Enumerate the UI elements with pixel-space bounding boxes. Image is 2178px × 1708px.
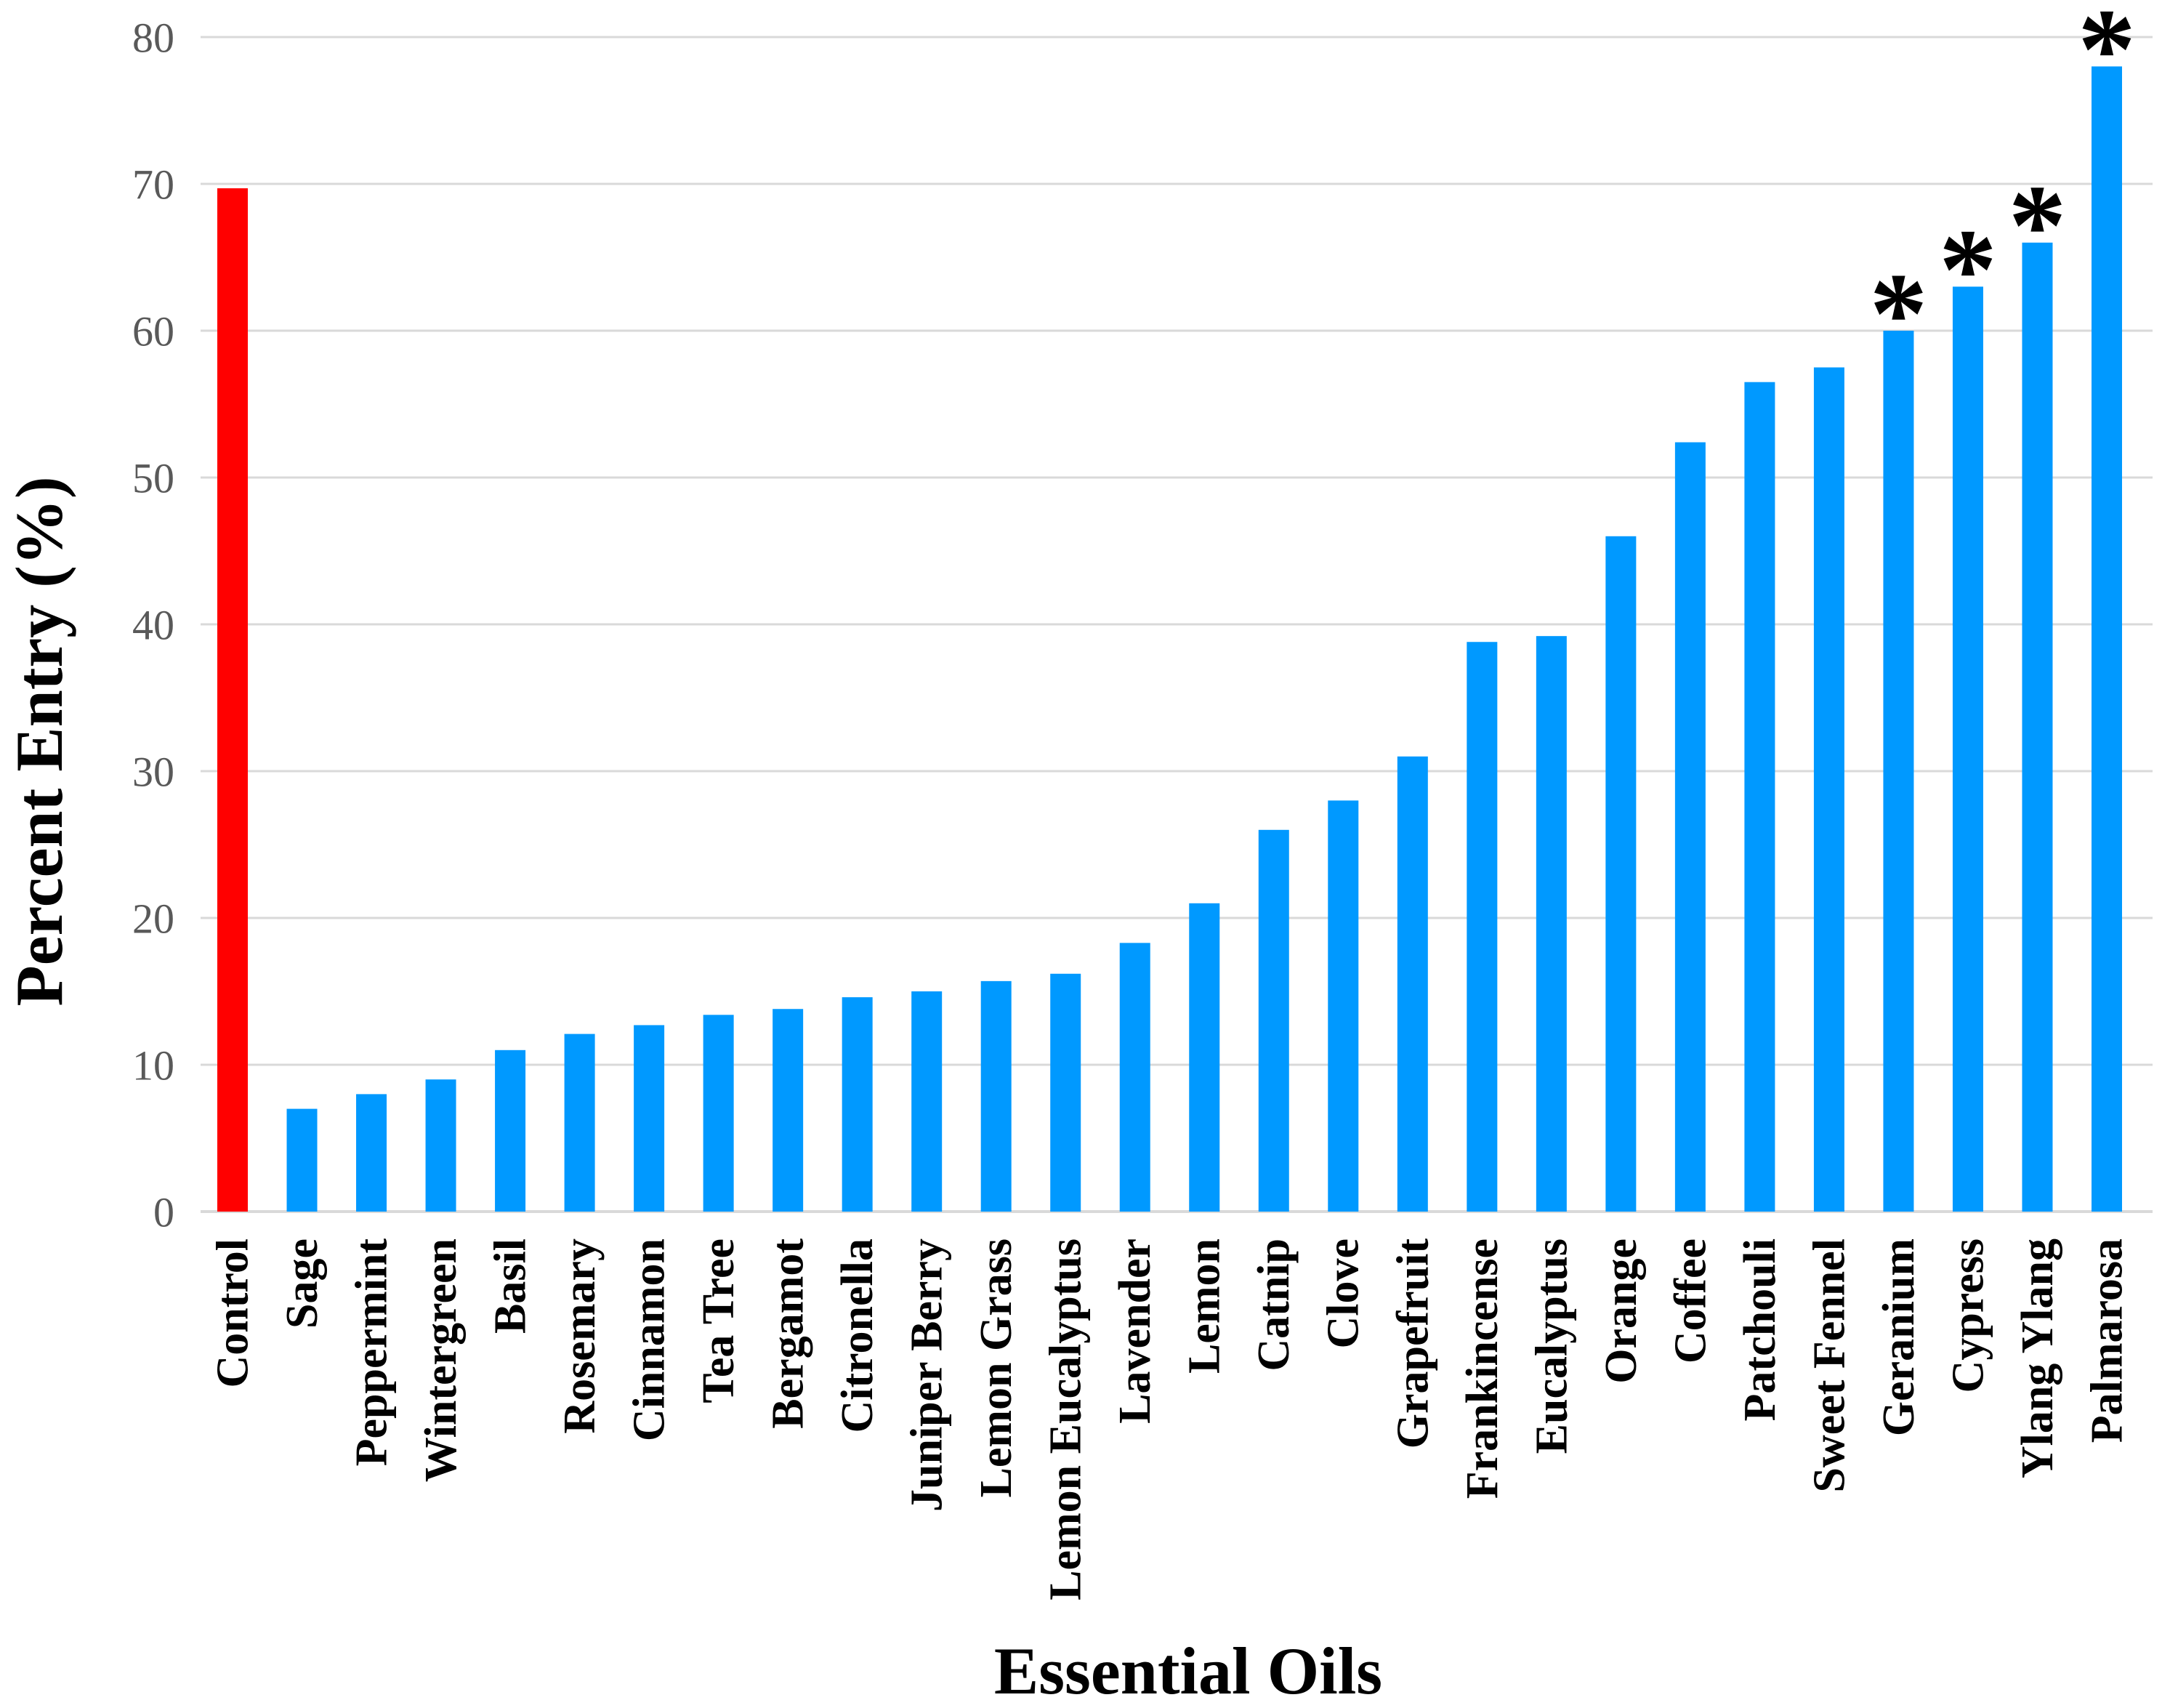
gridlines: [201, 36, 2153, 1213]
x-category-label-lemon-grass: Lemon Grass: [972, 1238, 1021, 1498]
x-category-label-sweet-fennel: Sweet Fennel: [1804, 1238, 1854, 1493]
bar-tea-tree: [703, 1015, 734, 1212]
bar-bergamot: [773, 1009, 804, 1212]
bar-catnip: [1258, 829, 1289, 1212]
x-category-label-rosemary: Rosemary: [555, 1238, 605, 1434]
y-tick-label: 50: [132, 454, 174, 501]
y-tick-label: 10: [132, 1042, 174, 1089]
bar-lemon-grass: [980, 980, 1012, 1212]
significance-asterisks: * * **: [1869, 0, 2136, 378]
bar-frankincense: [1467, 642, 1498, 1212]
x-category-label-grapefruit: Grapefruit: [1388, 1238, 1437, 1449]
x-category-label-cypress: Cypress: [1943, 1238, 1993, 1393]
bar-geranium: [1883, 331, 1914, 1212]
x-category-label-basil: Basil: [486, 1238, 536, 1334]
bar-juniper-berry: [911, 991, 943, 1212]
significance-asterisk-cypress: *: [1939, 204, 1997, 334]
bar-eucalyptus: [1536, 636, 1567, 1212]
y-tick-label: 80: [132, 14, 174, 61]
y-tick-label: 70: [132, 161, 174, 208]
y-axis-title: Percent Entry (%): [2, 477, 76, 1007]
bar-lemon-eucalyptus: [1050, 973, 1081, 1212]
x-category-label-palmarosa: Palmarosa: [2082, 1238, 2131, 1443]
bar-clove: [1328, 800, 1359, 1212]
x-category-label-catnip: Catnip: [1249, 1238, 1299, 1371]
bar-sweet-fennel: [1813, 367, 1844, 1212]
y-axis-tick-labels: 0 10 20 30 40 50 60 70 80: [132, 14, 174, 1236]
x-category-label-sage: Sage: [278, 1238, 327, 1329]
x-category-label-juniper-berry: Juniper Berry: [903, 1238, 952, 1512]
x-category-label-lavender: Lavender: [1110, 1238, 1160, 1424]
x-category-label-clove: Clove: [1319, 1238, 1368, 1349]
bar-rosemary: [564, 1034, 595, 1212]
significance-asterisk-palmarosa: *: [2078, 0, 2136, 113]
y-tick-label: 30: [132, 748, 174, 795]
bar-grapefruit: [1397, 756, 1428, 1212]
bar-wintergreen: [425, 1079, 456, 1212]
x-category-label-frankincense: Frankincense: [1458, 1238, 1507, 1499]
bar-lavender: [1119, 943, 1150, 1212]
x-category-label-peppermint: Peppermint: [347, 1238, 396, 1467]
y-tick-label: 0: [153, 1188, 174, 1236]
bar-citronella: [842, 997, 873, 1212]
x-category-label-eucalyptus: Eucalyptus: [1527, 1238, 1576, 1454]
x-category-label-citronella: Citronella: [833, 1238, 882, 1433]
x-category-label-lemon-eucalyptus: Lemon Eucalyptus: [1041, 1238, 1091, 1600]
bar-cypress: [1952, 286, 1983, 1212]
x-category-label-orange: Orange: [1597, 1238, 1646, 1384]
bar-coffee: [1674, 442, 1706, 1212]
x-category-label-control: Control: [208, 1238, 257, 1388]
x-category-label-coffee: Coffee: [1666, 1238, 1715, 1363]
x-category-label-patchouli: Patchouli: [1735, 1238, 1785, 1421]
bar-ylang-ylang: [2022, 242, 2053, 1212]
bar-series: [217, 66, 2122, 1212]
x-category-label-cinnamon: Cinnamon: [625, 1238, 674, 1441]
x-axis-category-labels: Control Sage Peppermint Wintergreen Basil Ros…: [208, 1238, 2131, 1600]
y-tick-label: 60: [132, 307, 174, 355]
significance-asterisk-geranium: *: [1869, 249, 1927, 378]
bar-patchouli: [1744, 382, 1775, 1212]
x-category-label-bergamot: Bergamot: [764, 1238, 813, 1429]
y-tick-label: 20: [132, 895, 174, 942]
x-axis-title: Essential Oils: [994, 1634, 1382, 1708]
x-category-label-tea-tree: Tea Tree: [694, 1238, 743, 1403]
bar-cinnamon: [634, 1025, 665, 1212]
y-tick-label: 40: [132, 601, 174, 648]
x-category-label-lemon: Lemon: [1180, 1238, 1230, 1374]
bar-lemon: [1189, 903, 1220, 1212]
bar-palmarosa: [2092, 66, 2122, 1212]
bar-basil: [495, 1050, 526, 1212]
bar-peppermint: [356, 1094, 387, 1212]
x-category-label-geranium: Geranium: [1874, 1238, 1924, 1436]
bar-sage: [286, 1108, 318, 1212]
significance-asterisk-ylang-ylang: *: [2008, 161, 2066, 290]
x-category-label-wintergreen: Wintergreen: [416, 1238, 466, 1482]
bar-control: [217, 188, 248, 1212]
bar-orange: [1605, 536, 1637, 1212]
x-category-label-ylang-ylang: Ylang Ylang: [2013, 1238, 2062, 1478]
